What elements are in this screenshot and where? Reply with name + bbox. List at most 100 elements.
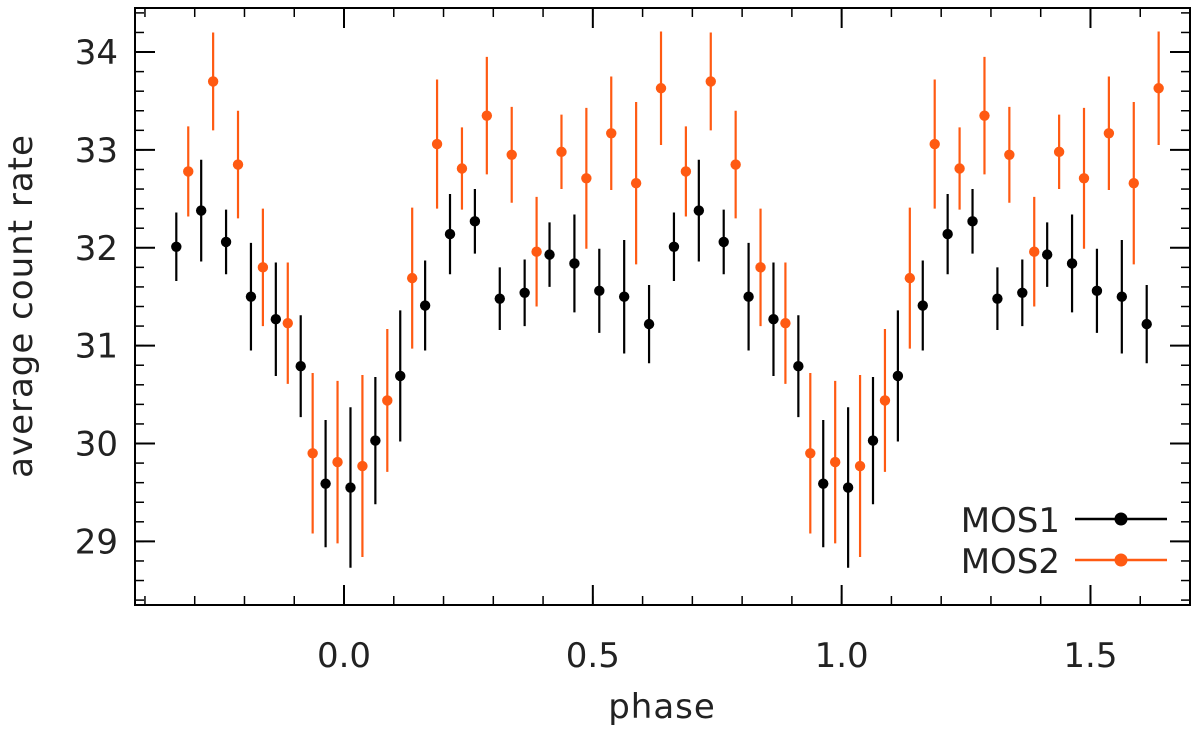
mos2-point bbox=[1153, 83, 1164, 94]
mos2-point bbox=[805, 448, 816, 459]
mos2-point bbox=[332, 456, 343, 468]
mos1-point bbox=[917, 300, 928, 311]
mos1-point bbox=[718, 236, 729, 248]
mos1-point bbox=[643, 318, 655, 330]
mos2-point bbox=[606, 128, 617, 139]
tick-labels: 0.0 0.5 1.0 1.5 29 30 31 32 33 34 bbox=[75, 33, 1118, 676]
mos2-point bbox=[406, 272, 418, 284]
mos1-point bbox=[1017, 287, 1028, 298]
mos1-point bbox=[345, 482, 356, 493]
mos2-point bbox=[1053, 146, 1065, 158]
mos1-point bbox=[768, 314, 779, 325]
mos1-point bbox=[842, 482, 854, 493]
mos2-point bbox=[854, 460, 866, 472]
mos1-point bbox=[444, 228, 456, 240]
mos1-point bbox=[544, 249, 555, 260]
mos2-point bbox=[357, 460, 368, 472]
mos2-point bbox=[506, 149, 517, 161]
mos2-point bbox=[879, 395, 891, 406]
mos1-point bbox=[295, 361, 306, 372]
mos1-point bbox=[320, 478, 331, 489]
y-tick-label: 31 bbox=[75, 327, 118, 367]
mos2-point bbox=[904, 272, 916, 284]
legend: MOS1 MOS2 bbox=[961, 501, 1167, 582]
mos1-point bbox=[618, 291, 630, 302]
legend-label-mos1: MOS1 bbox=[961, 501, 1060, 541]
data-series bbox=[171, 31, 1164, 568]
x-tick-label: 1.5 bbox=[1063, 636, 1117, 676]
mos1-point bbox=[220, 236, 232, 248]
mos2-point bbox=[481, 110, 493, 121]
legend-marker-mos1 bbox=[1114, 512, 1128, 526]
mos2-point bbox=[207, 76, 219, 87]
mos2-point bbox=[954, 163, 965, 174]
mos2-point bbox=[531, 246, 542, 257]
mos1-point bbox=[370, 435, 381, 446]
series-mos1 bbox=[171, 159, 1152, 568]
mos2-point bbox=[1128, 177, 1139, 189]
mos1-point bbox=[967, 216, 978, 227]
mos1-point bbox=[195, 205, 207, 216]
mos1-point bbox=[1091, 285, 1103, 297]
mos2-point bbox=[307, 448, 318, 459]
mos1-point bbox=[743, 291, 754, 302]
mos1-point bbox=[594, 285, 605, 297]
mos1-point bbox=[992, 293, 1003, 304]
mos2-point bbox=[929, 138, 940, 150]
y-tick-label: 30 bbox=[75, 425, 118, 465]
mos1-point bbox=[395, 370, 406, 382]
mos2-point bbox=[680, 166, 692, 177]
mos1-point bbox=[942, 228, 953, 240]
mos2-point bbox=[655, 83, 667, 94]
mos2-point bbox=[1004, 149, 1015, 161]
mos2-point bbox=[705, 76, 716, 87]
mos2-point bbox=[456, 163, 468, 174]
mos2-point bbox=[1078, 173, 1090, 184]
mos1-point bbox=[245, 291, 257, 302]
mos1-point bbox=[469, 216, 481, 227]
legend-label-mos2: MOS2 bbox=[961, 542, 1060, 582]
mos1-point bbox=[270, 314, 282, 325]
mos1-point bbox=[1141, 318, 1152, 330]
x-tick-label: 1.0 bbox=[815, 636, 869, 676]
mos2-point bbox=[979, 110, 990, 121]
mos1-point bbox=[867, 435, 879, 446]
mos2-point bbox=[431, 138, 443, 150]
mos1-point bbox=[668, 241, 680, 252]
x-tick-label: 0.5 bbox=[566, 636, 620, 676]
mos1-point bbox=[1066, 258, 1078, 269]
mos2-point bbox=[257, 262, 269, 273]
mos1-point bbox=[1041, 249, 1053, 260]
mos1-point bbox=[171, 241, 182, 252]
legend-marker-mos2 bbox=[1114, 553, 1128, 567]
mos2-point bbox=[630, 177, 642, 189]
mos2-point bbox=[755, 262, 766, 273]
x-axis-title: phase bbox=[608, 687, 716, 727]
mos1-point bbox=[793, 361, 804, 372]
x-tick-label: 0.0 bbox=[317, 636, 371, 676]
mos1-point bbox=[693, 205, 705, 216]
mos2-point bbox=[829, 456, 841, 468]
mos1-point bbox=[818, 478, 829, 489]
mos2-point bbox=[780, 317, 791, 329]
series-mos2 bbox=[183, 31, 1164, 558]
mos2-point bbox=[183, 166, 194, 177]
mos2-point bbox=[232, 159, 244, 170]
mos2-point bbox=[556, 146, 567, 158]
mos2-point bbox=[282, 317, 293, 329]
plot-frame bbox=[134, 7, 1191, 606]
y-tick-label: 34 bbox=[75, 33, 118, 73]
mos1-point bbox=[519, 287, 530, 298]
mos2-point bbox=[1029, 246, 1040, 257]
mos1-point bbox=[892, 370, 904, 382]
mos2-point bbox=[1103, 128, 1115, 139]
y-tick-label: 29 bbox=[75, 522, 118, 562]
mos1-point bbox=[494, 293, 505, 304]
mos2-point bbox=[730, 159, 741, 170]
mos1-point bbox=[419, 300, 431, 311]
y-axis-title: average count rate bbox=[1, 134, 41, 478]
mos2-point bbox=[581, 173, 592, 184]
mos1-point bbox=[1116, 291, 1128, 302]
mos1-point bbox=[569, 258, 580, 269]
